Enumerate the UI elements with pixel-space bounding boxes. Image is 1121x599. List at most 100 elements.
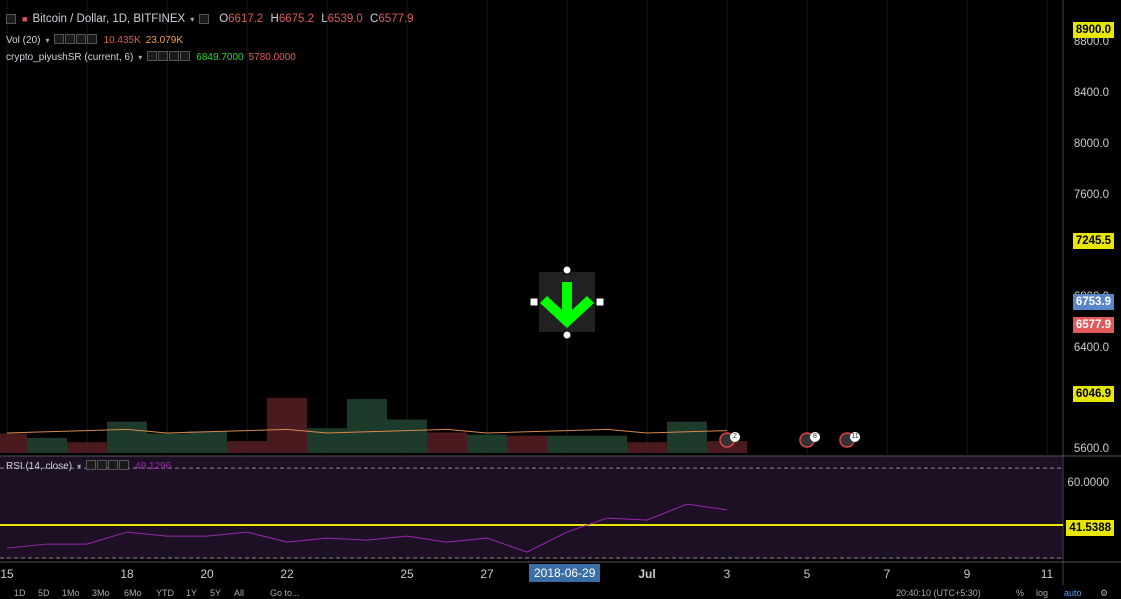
crosshair-date-tag: 2018-06-29 <box>529 564 601 582</box>
range-1y[interactable]: 1Y <box>186 588 198 598</box>
range-5d[interactable]: 5D <box>38 588 50 598</box>
range-5y[interactable]: 5Y <box>210 588 222 598</box>
volume-bar <box>667 421 707 453</box>
volume-bar <box>387 419 427 453</box>
price-label: 8000.0 <box>1073 138 1109 150</box>
close-icon[interactable] <box>119 460 130 470</box>
settings-icon[interactable] <box>199 14 210 24</box>
range-ytd[interactable]: YTD <box>156 588 174 598</box>
volume-bar <box>67 442 107 453</box>
open-value: 6617.2 <box>228 13 264 25</box>
volume-bar <box>627 442 667 453</box>
close-icon[interactable] <box>87 34 98 44</box>
symbol-marker-icon: ■ <box>22 14 28 24</box>
volume-bar <box>467 434 507 453</box>
eye-icon[interactable] <box>147 51 158 61</box>
vol-value-2: 23.079K <box>145 35 184 46</box>
volume-bar <box>0 433 27 453</box>
symbol-legend: ■ Bitcoin / Dollar, 1D, BITFINEX ▾ O6617… <box>6 13 414 25</box>
bottom-toolbar: 1D 5D 1Mo 3Mo 6Mo YTD 1Y 5Y All Go to...… <box>0 588 1121 599</box>
time-label: 11 <box>1040 567 1054 581</box>
price-label: 6400.0 <box>1073 342 1109 354</box>
hline-price-tag[interactable]: 6046.9 <box>1072 386 1114 402</box>
range-1d[interactable]: 1D <box>14 588 26 598</box>
hline-price-tag[interactable]: 8900.0 <box>1072 22 1114 38</box>
time-label: Jul <box>638 567 656 581</box>
rsi-axis-label: 60.0000 <box>1067 477 1109 489</box>
rsi-line <box>6 503 728 553</box>
event-badge[interactable]: 8 <box>810 432 820 442</box>
chevron-down-icon[interactable]: ▾ <box>45 36 50 45</box>
volume-bar <box>227 441 267 453</box>
volume-ma-line <box>6 428 728 434</box>
high-price-tag: 6753.9 <box>1072 294 1114 310</box>
last-price-tag: 6577.9 <box>1072 317 1114 333</box>
chevron-down-icon[interactable]: ▾ <box>77 462 82 471</box>
range-3mo[interactable]: 3Mo <box>92 588 110 598</box>
time-label: 9 <box>963 567 971 581</box>
collapse-icon[interactable] <box>6 14 16 24</box>
time-label: 3 <box>723 567 731 581</box>
volume-bar <box>267 397 307 453</box>
time-label: 20 <box>200 567 214 581</box>
event-badge[interactable]: 2 <box>730 432 740 442</box>
vol-indicator-name[interactable]: Vol (20) <box>6 35 41 46</box>
chevron-down-icon[interactable]: ▾ <box>190 14 195 24</box>
drawing-handle <box>595 297 605 307</box>
volume-bar <box>587 435 627 453</box>
hline-price-tag[interactable]: 7245.5 <box>1072 233 1114 249</box>
sr-legend: crypto_piyushSR (current, 6) ▾ 6849.7000… <box>6 51 296 64</box>
event-badge[interactable]: 11 <box>850 432 860 442</box>
auto-toggle[interactable]: auto <box>1064 588 1082 598</box>
range-all[interactable]: All <box>234 588 245 598</box>
rsi-value: 49.1296 <box>135 461 172 472</box>
drawing-handle <box>562 330 572 340</box>
rsi-pane-background <box>0 456 1063 559</box>
time-label: 15 <box>0 567 14 581</box>
range-6mo[interactable]: 6Mo <box>124 588 142 598</box>
time-label: 25 <box>400 567 414 581</box>
settings-icon[interactable] <box>97 460 108 470</box>
time-label: 7 <box>883 567 891 581</box>
rsi-indicator-name[interactable]: RSI (14, close) <box>6 461 73 472</box>
high-value: 6675.2 <box>278 13 315 25</box>
eye-icon[interactable] <box>54 34 65 44</box>
chevron-down-icon[interactable]: ▾ <box>138 53 143 62</box>
price-label: 8400.0 <box>1073 87 1109 99</box>
volume-bar <box>547 435 587 453</box>
settings-icon[interactable] <box>158 51 169 61</box>
low-value: 6539.0 <box>327 13 363 25</box>
sr-value-2: 5780.0000 <box>248 52 296 63</box>
arrow-down-icon <box>540 282 594 328</box>
eye-icon[interactable] <box>86 460 97 470</box>
volume-bar <box>187 431 227 453</box>
rsi-hline-tag[interactable]: 41.5388 <box>1066 520 1114 536</box>
log-toggle[interactable]: log <box>1036 588 1049 598</box>
plus-icon[interactable] <box>76 34 87 44</box>
volume-bar <box>147 433 187 453</box>
low-label: L <box>321 13 328 25</box>
close-icon[interactable] <box>180 51 191 61</box>
time-label: 22 <box>280 567 294 581</box>
sr-indicator-name[interactable]: crypto_piyushSR (current, 6) <box>6 52 134 63</box>
settings-icon[interactable] <box>65 34 76 44</box>
volume-bar <box>427 432 467 453</box>
clock-display: 20:40:10 (UTC+5:30) <box>896 588 981 598</box>
close-label: C <box>370 13 379 25</box>
price-label: 7600.0 <box>1073 189 1109 201</box>
vol-value-1: 10.435K <box>103 35 141 46</box>
gear-icon[interactable]: ⚙ <box>1100 588 1109 598</box>
goto-button[interactable]: Go to... <box>270 588 300 598</box>
plus-icon[interactable] <box>108 460 119 470</box>
range-1mo[interactable]: 1Mo <box>62 588 80 598</box>
vol-legend: Vol (20) ▾ 10.435K 23.079K <box>6 34 183 47</box>
rsi-legend: RSI (14, close) ▾ 49.1296 <box>6 460 171 473</box>
close-value: 6577.9 <box>378 13 414 25</box>
plus-icon[interactable] <box>169 51 180 61</box>
time-label: 18 <box>120 567 134 581</box>
high-label: H <box>270 13 279 25</box>
price-label: 8800.0 <box>1073 36 1109 48</box>
symbol-title[interactable]: Bitcoin / Dollar, 1D, BITFINEX <box>32 13 186 25</box>
percent-toggle[interactable]: % <box>1016 588 1025 598</box>
